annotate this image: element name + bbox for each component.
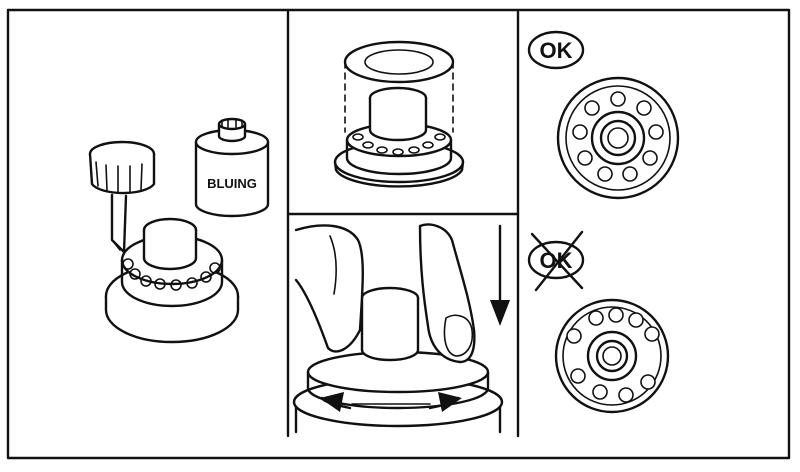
center-top-panel — [333, 40, 465, 188]
left-panel: BLUING — [88, 117, 270, 344]
center-bottom-panel — [292, 223, 510, 434]
right-bottom-panel: OK — [527, 230, 670, 414]
rotate-arrows-icon — [320, 392, 462, 412]
bluing-can-label: BLUING — [207, 176, 257, 191]
bearing-top-view-icon — [556, 76, 680, 200]
right-top-panel: OK — [527, 30, 680, 200]
ok-badge-label: OK — [540, 38, 573, 63]
bearing-assembly-icon — [104, 217, 240, 344]
hand-icon — [294, 223, 476, 364]
bearing-top-view-icon — [554, 298, 670, 414]
bearing-assembly-icon — [333, 86, 465, 188]
outer-frame — [6, 8, 791, 460]
not-ok-badge-icon: OK — [527, 230, 585, 292]
bluing-can-icon: BLUING — [194, 117, 270, 218]
ok-badge-icon: OK — [527, 30, 585, 70]
press-down-arrow-icon — [490, 224, 510, 326]
sleeve-icon — [343, 40, 455, 133]
brush-icon — [88, 140, 156, 254]
